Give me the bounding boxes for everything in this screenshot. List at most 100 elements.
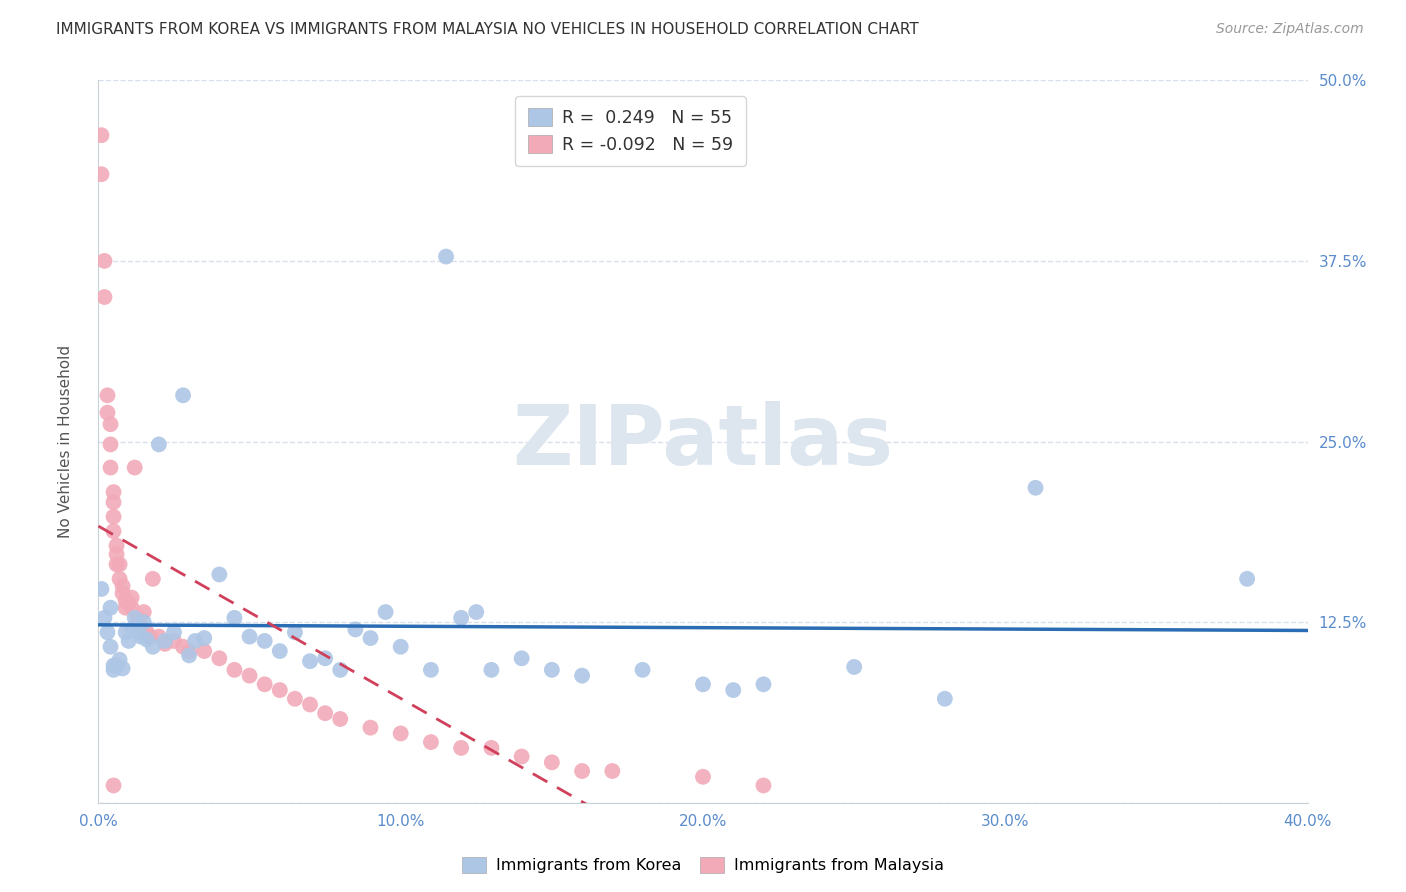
Point <box>465 605 488 619</box>
Point <box>121 600 143 615</box>
Point <box>142 572 165 586</box>
Point <box>111 586 134 600</box>
Point <box>420 663 443 677</box>
Point <box>844 660 866 674</box>
Point <box>752 677 775 691</box>
Point <box>934 691 956 706</box>
Point <box>139 630 162 644</box>
Point <box>329 712 352 726</box>
Point <box>434 250 457 264</box>
Point <box>1024 481 1046 495</box>
Point <box>224 611 246 625</box>
Point <box>239 630 262 644</box>
Point <box>344 623 367 637</box>
Point <box>148 437 170 451</box>
Point <box>103 485 125 500</box>
Point <box>153 637 176 651</box>
Point <box>142 640 165 654</box>
Point <box>132 615 155 630</box>
Point <box>111 579 134 593</box>
Point <box>450 611 472 625</box>
Point <box>118 596 141 610</box>
Point <box>127 625 149 640</box>
Point <box>127 611 149 625</box>
Point <box>314 651 336 665</box>
Point <box>93 290 115 304</box>
Point <box>124 611 146 625</box>
Point <box>103 658 125 673</box>
Point <box>314 706 336 721</box>
Y-axis label: No Vehicles in Household: No Vehicles in Household <box>59 345 73 538</box>
Point <box>208 567 231 582</box>
Text: Source: ZipAtlas.com: Source: ZipAtlas.com <box>1216 22 1364 37</box>
Point <box>510 749 533 764</box>
Point <box>103 495 125 509</box>
Legend: Immigrants from Korea, Immigrants from Malaysia: Immigrants from Korea, Immigrants from M… <box>456 850 950 880</box>
Point <box>100 437 122 451</box>
Point <box>329 663 352 677</box>
Point <box>450 740 472 755</box>
Point <box>284 691 307 706</box>
Point <box>90 167 112 181</box>
Point <box>105 658 128 673</box>
Point <box>571 764 593 778</box>
Point <box>540 663 562 677</box>
Point <box>602 764 624 778</box>
Point <box>239 668 262 682</box>
Point <box>105 547 128 561</box>
Point <box>93 253 115 268</box>
Point <box>269 683 291 698</box>
Point <box>253 634 276 648</box>
Point <box>179 648 201 663</box>
Point <box>723 683 745 698</box>
Point <box>179 644 201 658</box>
Point <box>105 539 128 553</box>
Point <box>481 740 503 755</box>
Point <box>420 735 443 749</box>
Point <box>90 582 112 596</box>
Point <box>510 651 533 665</box>
Point <box>135 625 157 640</box>
Point <box>692 770 714 784</box>
Point <box>172 640 194 654</box>
Point <box>540 756 562 770</box>
Point <box>253 677 276 691</box>
Point <box>108 572 131 586</box>
Point <box>269 644 291 658</box>
Point <box>163 625 186 640</box>
Legend: R =  0.249   N = 55, R = -0.092   N = 59: R = 0.249 N = 55, R = -0.092 N = 59 <box>516 96 745 166</box>
Point <box>121 591 143 605</box>
Point <box>108 653 131 667</box>
Point <box>96 406 118 420</box>
Point <box>124 460 146 475</box>
Point <box>111 661 134 675</box>
Point <box>103 524 125 538</box>
Point <box>100 460 122 475</box>
Point <box>1236 572 1258 586</box>
Point <box>389 640 412 654</box>
Point <box>114 600 136 615</box>
Point <box>121 623 143 637</box>
Text: IMMIGRANTS FROM KOREA VS IMMIGRANTS FROM MALAYSIA NO VEHICLES IN HOUSEHOLD CORRE: IMMIGRANTS FROM KOREA VS IMMIGRANTS FROM… <box>56 22 920 37</box>
Point <box>103 779 125 793</box>
Point <box>193 631 215 645</box>
Point <box>100 600 122 615</box>
Point <box>90 128 112 143</box>
Point <box>481 663 503 677</box>
Point <box>148 630 170 644</box>
Point <box>93 611 115 625</box>
Point <box>193 644 215 658</box>
Point <box>132 605 155 619</box>
Point <box>374 605 396 619</box>
Point <box>105 558 128 572</box>
Point <box>360 721 382 735</box>
Point <box>571 668 593 682</box>
Point <box>692 677 714 691</box>
Point <box>129 630 152 644</box>
Point <box>299 654 322 668</box>
Point <box>163 634 186 648</box>
Point <box>114 593 136 607</box>
Point <box>184 634 207 648</box>
Point <box>153 634 176 648</box>
Point <box>114 625 136 640</box>
